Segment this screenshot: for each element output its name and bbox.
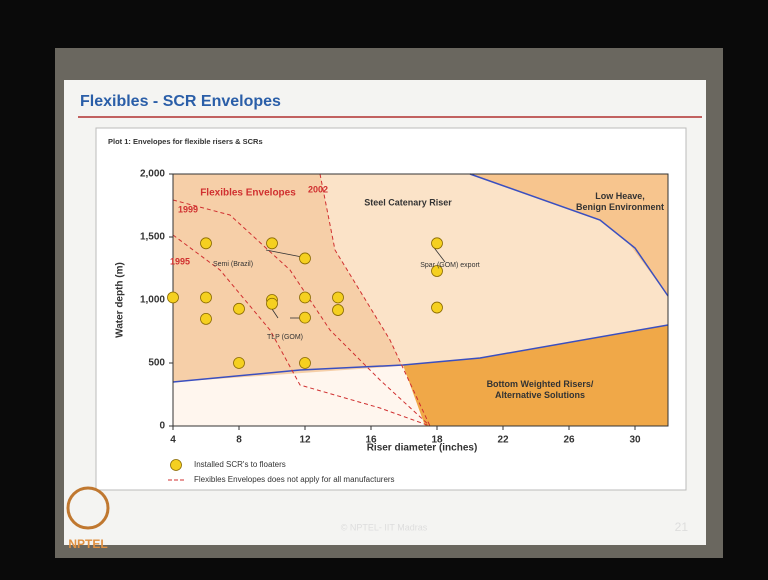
x-tick-label: 16 xyxy=(365,435,377,446)
point xyxy=(431,237,443,250)
footer: © NPTEL- IIT Madras xyxy=(341,522,428,532)
annotation: 1995 xyxy=(170,256,190,266)
bottom-weighted-region xyxy=(403,325,668,426)
x-tick-label: 26 xyxy=(563,435,575,446)
point xyxy=(200,291,212,304)
x-tick-label: 4 xyxy=(170,435,176,446)
slide-title: Flexibles - SCR Envelopes xyxy=(80,93,281,110)
point xyxy=(299,357,311,369)
y-axis-label: Water depth (m) xyxy=(115,262,126,338)
point xyxy=(431,301,443,314)
annotation: Low Heave, Benign Environment xyxy=(576,191,664,212)
legend-marker xyxy=(170,459,182,471)
y-tick-label: 1,000 xyxy=(140,295,165,306)
boundary xyxy=(469,173,669,297)
annotation: Flexibles Envelopes xyxy=(200,188,296,199)
envelope-1995 xyxy=(172,234,431,427)
point xyxy=(332,304,344,316)
point xyxy=(233,302,245,315)
chart-title: Plot 1: Envelopes for flexible risers & … xyxy=(108,137,263,146)
point xyxy=(299,252,311,265)
annotation: Steel Catenary Riser xyxy=(364,197,452,207)
x-tick-label: 8 xyxy=(236,435,242,446)
point xyxy=(266,237,278,250)
point xyxy=(233,357,245,369)
y-tick-label: 500 xyxy=(148,358,165,369)
leader xyxy=(265,249,303,258)
point xyxy=(200,312,212,325)
legend-label: Flexibles Envelopes does not apply for a… xyxy=(194,475,395,484)
x-tick-label: 18 xyxy=(431,435,443,446)
x-tick-label: 30 xyxy=(629,435,641,446)
logo: NPTEL xyxy=(68,537,107,551)
annotation: 1999 xyxy=(178,204,198,214)
y-tick-label: 2,000 xyxy=(140,169,165,180)
annotation: Semi (Brazil) xyxy=(213,261,253,268)
point xyxy=(299,291,311,304)
point xyxy=(266,297,278,310)
shallow-region xyxy=(173,364,430,426)
point xyxy=(332,291,344,304)
annotation: Spar (GOM) export xyxy=(420,262,480,269)
annotation: 2002 xyxy=(308,184,328,194)
point xyxy=(200,237,212,250)
x-tick-label: 12 xyxy=(299,435,311,446)
point xyxy=(167,291,179,304)
low-heave-region xyxy=(470,174,668,296)
x-tick-label: 22 xyxy=(497,435,509,446)
envelope-2002 xyxy=(319,173,431,427)
y-tick-label: 0 xyxy=(159,421,165,432)
point xyxy=(431,265,443,277)
point xyxy=(299,311,311,324)
annotation: Bottom Weighted Risers/Alternative Solut… xyxy=(487,379,594,400)
x-axis-label: Riser diameter (inches) xyxy=(367,443,478,454)
logo-ring xyxy=(66,486,110,530)
legend-label: Installed SCR's to floaters xyxy=(194,460,286,469)
y-tick-label: 1,500 xyxy=(140,232,165,243)
page-number: 21 xyxy=(675,520,689,534)
boundary xyxy=(172,324,669,383)
annotation: TLP (GOM) xyxy=(267,334,303,341)
